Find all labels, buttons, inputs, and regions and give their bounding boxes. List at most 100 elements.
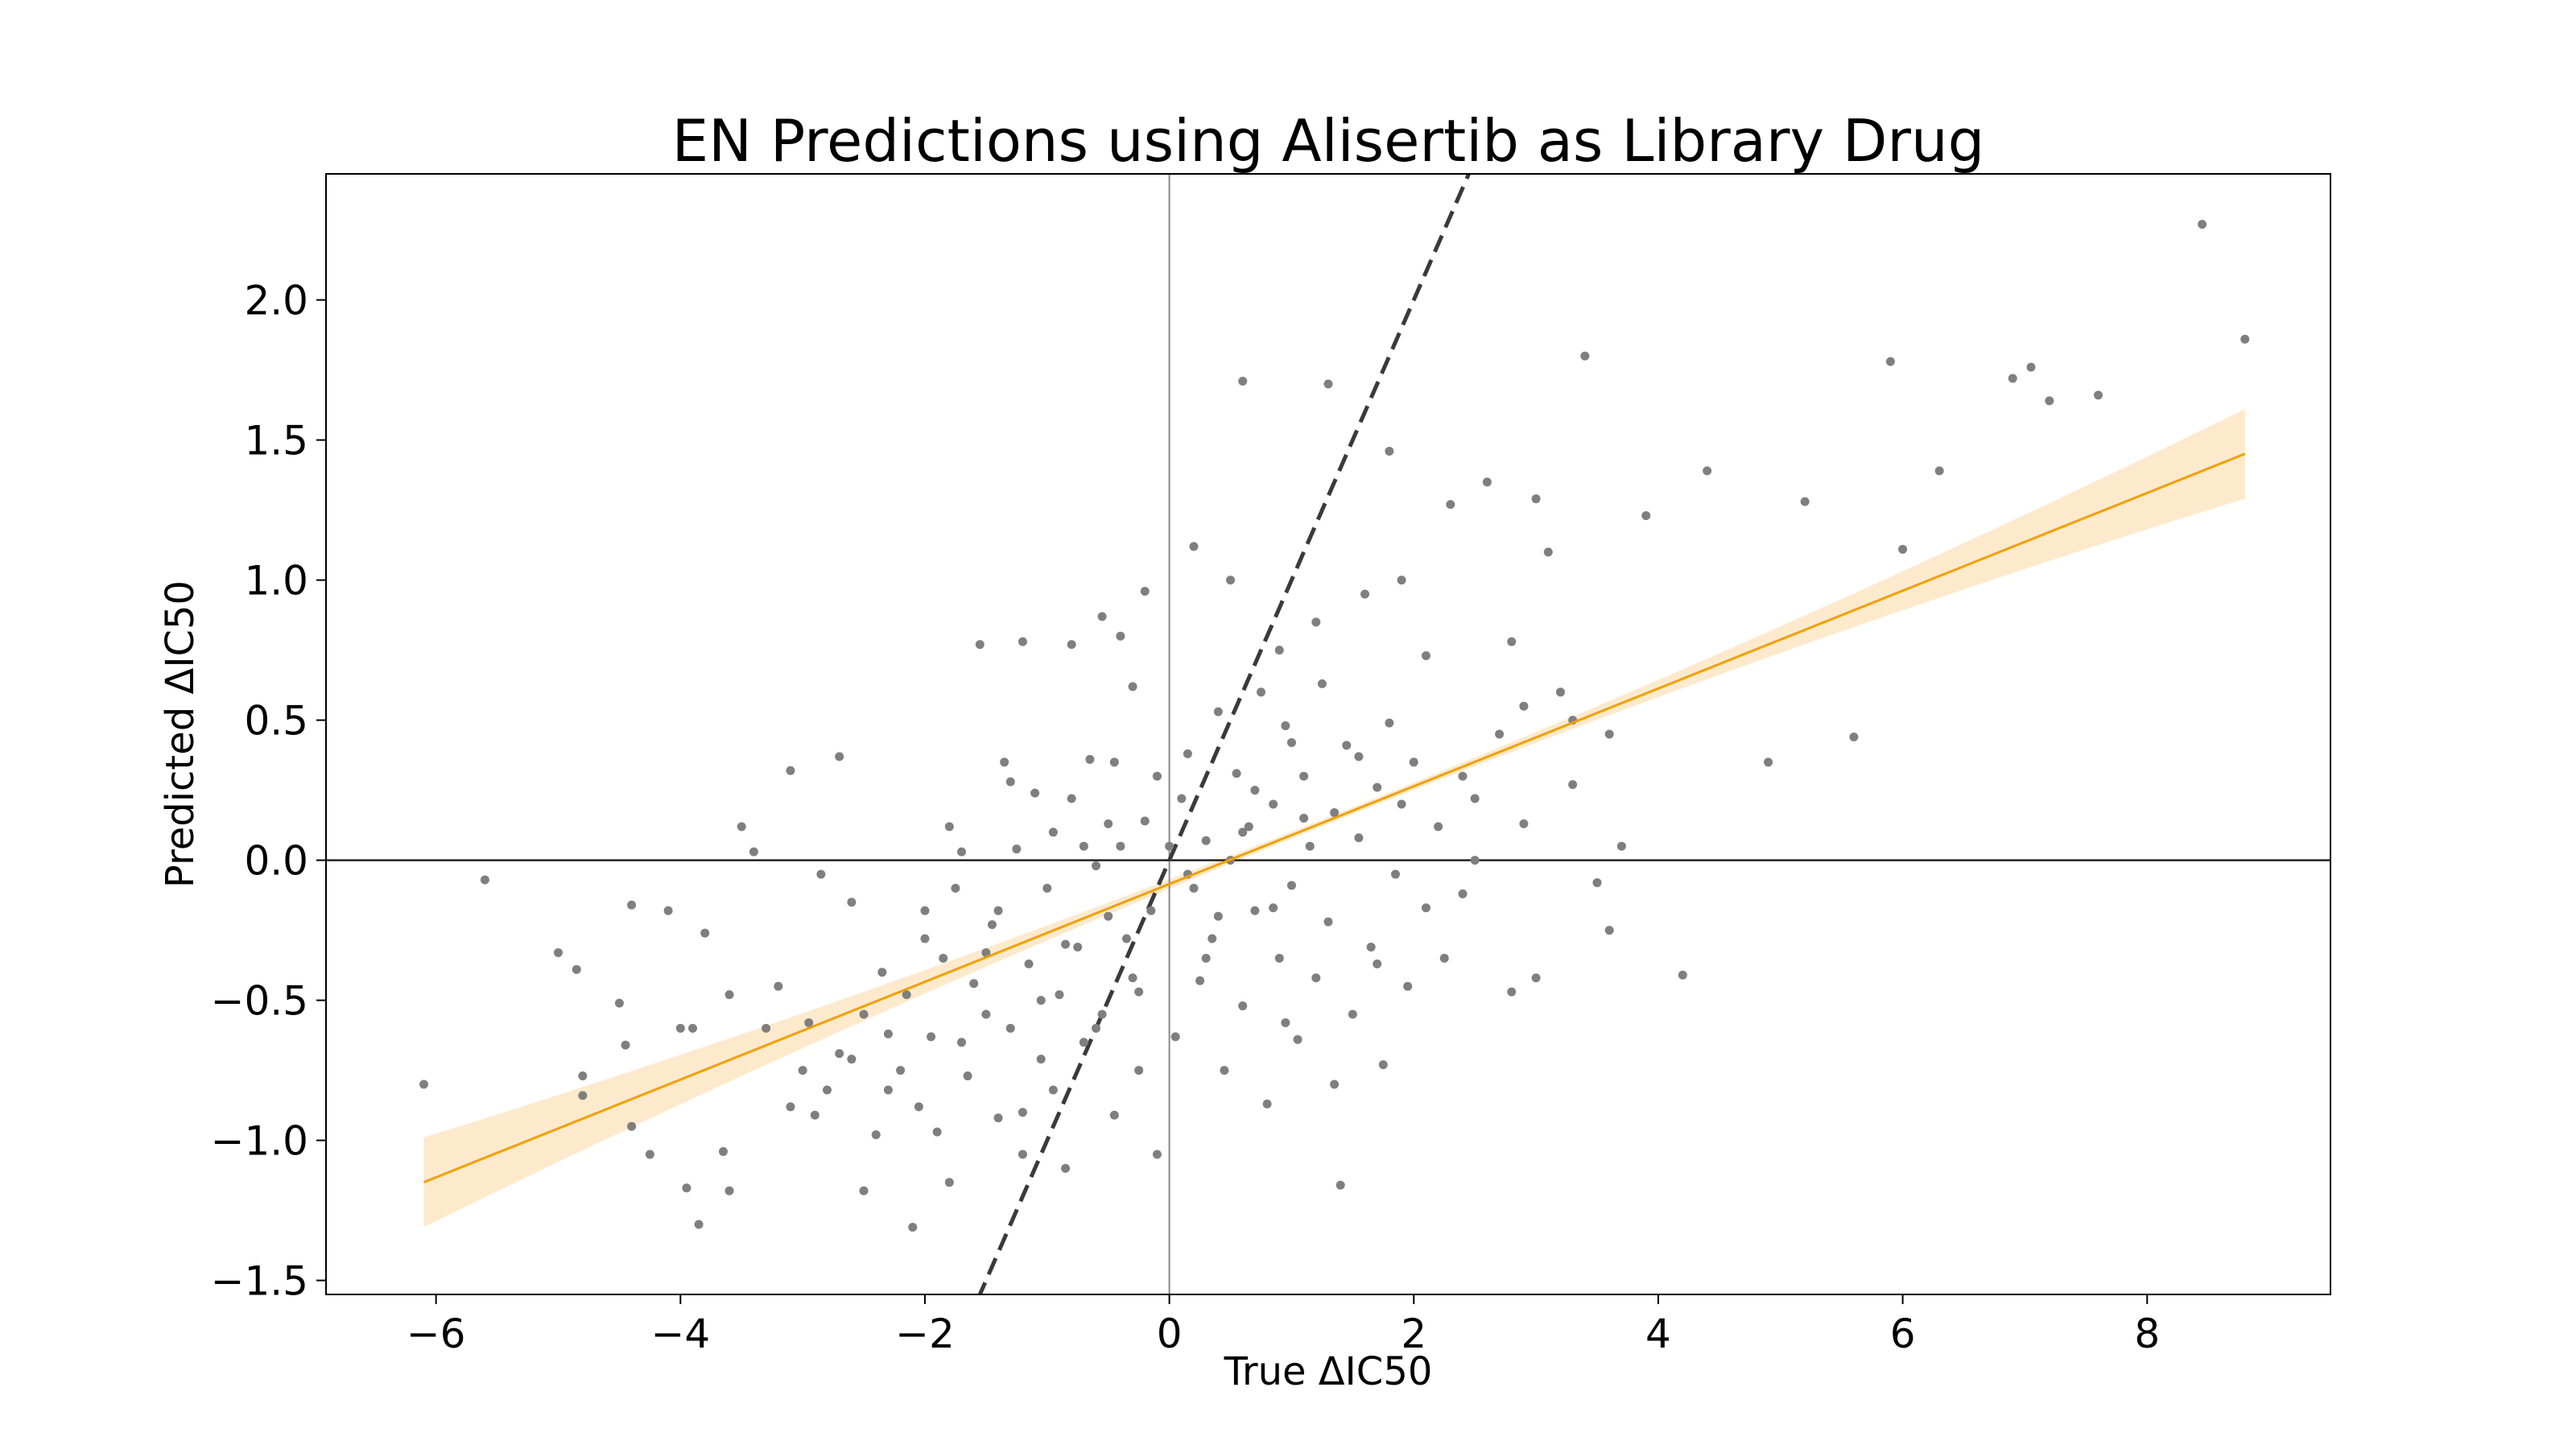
data-point (1024, 959, 1034, 968)
data-point (1067, 640, 1076, 650)
y-tick-label: 1.0 (244, 558, 308, 605)
y-axis-ticks: −1.5 −1.0 −0.5 0.0 0.5 1.0 1.5 2.0 (211, 278, 326, 1305)
data-point (1238, 377, 1248, 386)
data-point (1458, 889, 1468, 898)
data-point (883, 1085, 893, 1095)
y-tick-label: 0.0 (244, 838, 308, 885)
data-point (1152, 1150, 1162, 1159)
data-point (1067, 794, 1076, 803)
data-point (1092, 1023, 1101, 1033)
data-point (1274, 646, 1284, 655)
data-point (578, 1071, 588, 1081)
data-point (1220, 1066, 1229, 1075)
data-point (1934, 466, 1944, 476)
data-point (419, 1080, 428, 1089)
data-point (798, 1066, 807, 1075)
data-point (687, 1023, 697, 1033)
data-point (2240, 334, 2250, 344)
regression-fit-line (423, 452, 2246, 1184)
data-point (920, 934, 930, 943)
data-point (1116, 841, 1125, 851)
y-tick-label: 0.5 (244, 698, 308, 745)
data-point (762, 1023, 771, 1033)
data-point (939, 953, 948, 963)
data-point (1201, 953, 1211, 963)
data-point (1507, 987, 1517, 997)
y-tick-label: −1.0 (211, 1118, 308, 1165)
data-point (1604, 729, 1614, 739)
x-tick-label: 8 (2134, 1311, 2160, 1357)
data-point (1281, 721, 1290, 731)
data-point (1208, 934, 1217, 943)
data-point (1519, 819, 1529, 828)
data-point (1005, 777, 1015, 786)
x-tick-label: 4 (1645, 1311, 1671, 1357)
data-point (2045, 396, 2054, 406)
data-point (963, 1071, 972, 1081)
data-point (847, 898, 857, 907)
data-point (810, 1110, 819, 1120)
data-point (724, 990, 734, 1000)
data-point (1104, 819, 1113, 828)
data-point (1641, 511, 1651, 521)
data-point (859, 1009, 869, 1019)
data-point (1226, 576, 1236, 585)
data-point (1213, 911, 1223, 921)
data-point (786, 1102, 795, 1112)
data-point (1232, 769, 1241, 778)
data-point (1678, 970, 1687, 980)
data-point (871, 1130, 881, 1140)
data-point (993, 906, 1003, 915)
reference-lines (326, 174, 2330, 1294)
data-point (1323, 917, 1333, 927)
data-point (1592, 877, 1602, 887)
data-point (1165, 841, 1174, 851)
data-point (1036, 996, 1046, 1005)
data-point (1042, 883, 1052, 893)
data-point (1269, 799, 1278, 809)
data-point (1354, 752, 1364, 762)
data-point (1030, 788, 1040, 798)
data-point (1018, 1108, 1027, 1117)
data-point (1262, 1099, 1272, 1108)
data-point (1238, 828, 1248, 837)
data-point (981, 1009, 991, 1019)
data-point (1385, 447, 1394, 456)
x-tick-label: −2 (895, 1311, 955, 1357)
data-point (1177, 794, 1187, 803)
data-point (1048, 828, 1058, 837)
data-point (1140, 816, 1150, 826)
y-tick-label: −0.5 (211, 978, 308, 1025)
data-point (621, 1040, 630, 1050)
data-point (1311, 973, 1321, 983)
data-point (1189, 883, 1199, 893)
data-point (786, 766, 795, 775)
data-point (1293, 1034, 1302, 1044)
data-point (823, 1085, 832, 1095)
data-point (1403, 981, 1413, 991)
data-point (1286, 881, 1296, 890)
data-point (987, 920, 997, 930)
data-point (957, 1038, 967, 1047)
data-point (1604, 926, 1614, 935)
x-axis-label: True ΔIC50 (1224, 1349, 1433, 1394)
data-point (1421, 903, 1430, 913)
data-point (614, 998, 624, 1008)
y-tick-label: 2.0 (244, 278, 308, 324)
data-point (1097, 612, 1107, 621)
data-point (1281, 1018, 1290, 1027)
data-point (1036, 1055, 1046, 1064)
data-point (1061, 1163, 1071, 1173)
data-point (1764, 758, 1773, 767)
data-point (1391, 869, 1401, 879)
data-point (835, 1049, 844, 1059)
data-point (1703, 466, 1712, 476)
data-point (1134, 987, 1144, 997)
data-point (1018, 1150, 1027, 1159)
data-point (1183, 749, 1192, 758)
chart-title: EN Predictions using Alisertib as Librar… (672, 107, 1985, 175)
x-tick-label: 2 (1401, 1311, 1426, 1357)
data-point (1104, 911, 1113, 921)
data-point (1482, 477, 1492, 487)
